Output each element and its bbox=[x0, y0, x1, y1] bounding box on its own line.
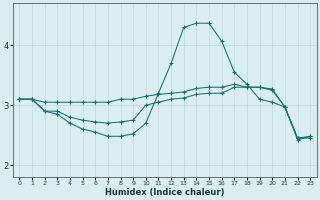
X-axis label: Humidex (Indice chaleur): Humidex (Indice chaleur) bbox=[105, 188, 225, 197]
